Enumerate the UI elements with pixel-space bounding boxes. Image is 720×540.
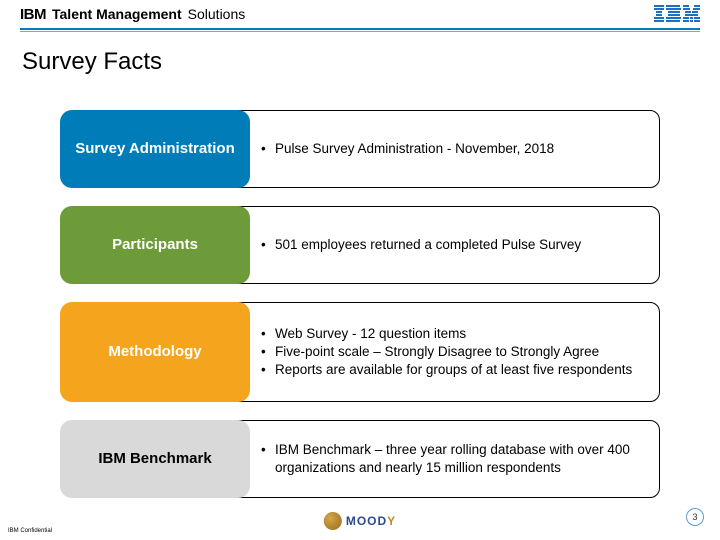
globe-icon <box>324 512 342 530</box>
fact-row: IBM Benchmark – three year rolling datab… <box>60 420 660 498</box>
fact-row-label: Methodology <box>60 302 250 402</box>
page-title: Survey Facts <box>22 48 162 76</box>
moody-word-main: MOOD <box>346 514 387 528</box>
ibm-logo-icon <box>654 5 700 23</box>
fact-bullets: 501 employees returned a completed Pulse… <box>261 236 581 254</box>
fact-bullet: Pulse Survey Administration - November, … <box>261 140 554 158</box>
fact-bullet: 501 employees returned a completed Pulse… <box>261 236 581 254</box>
moody-word-last: Y <box>387 514 396 528</box>
fact-bullets: Pulse Survey Administration - November, … <box>261 140 554 158</box>
fact-bullet: Five-point scale – Strongly Disagree to … <box>261 343 632 361</box>
fact-rows: Pulse Survey Administration - November, … <box>60 110 660 498</box>
fact-bullets: Web Survey - 12 question itemsFive-point… <box>261 325 632 380</box>
header-rule-thin <box>20 31 700 32</box>
moody-logo: MOODY <box>324 512 396 530</box>
fact-bullets: IBM Benchmark – three year rolling datab… <box>261 441 645 477</box>
confidential-label: IBM Confidential <box>8 528 52 534</box>
fact-row-label: IBM Benchmark <box>60 420 250 498</box>
fact-row: 501 employees returned a completed Pulse… <box>60 206 660 284</box>
fact-bullet: IBM Benchmark – three year rolling datab… <box>261 441 645 477</box>
fact-row: Pulse Survey Administration - November, … <box>60 110 660 188</box>
slide: IBM Talent Management Solutions <box>0 0 720 540</box>
fact-bullet: Reports are available for groups of at l… <box>261 361 632 379</box>
fact-row: Web Survey - 12 question itemsFive-point… <box>60 302 660 402</box>
moody-wordmark: MOODY <box>346 514 396 528</box>
header-bar: IBM Talent Management Solutions <box>0 0 720 28</box>
header-rule-thick <box>20 28 700 30</box>
brand-bold: Talent Management <box>52 6 182 22</box>
fact-row-label: Participants <box>60 206 250 284</box>
brand-light: Solutions <box>188 6 246 22</box>
brand-block: IBM Talent Management Solutions <box>20 6 245 23</box>
page-number-badge: 3 <box>686 508 704 526</box>
ibm-wordmark: IBM <box>20 6 46 23</box>
fact-bullet: Web Survey - 12 question items <box>261 325 632 343</box>
fact-row-label: Survey Administration <box>60 110 250 188</box>
